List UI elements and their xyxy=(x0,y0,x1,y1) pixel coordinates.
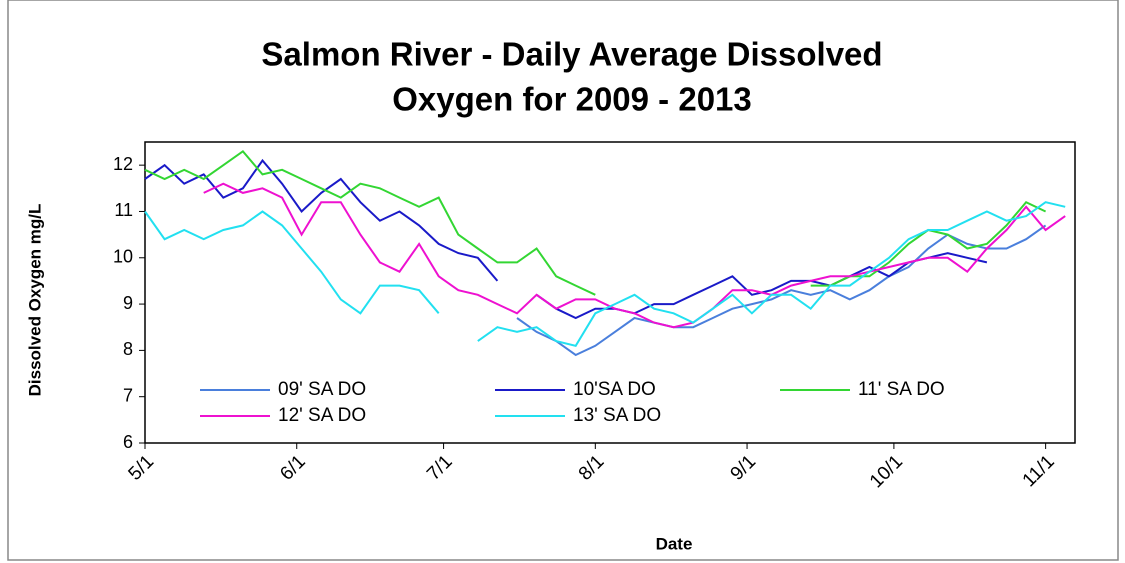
y-tick-label: 12 xyxy=(113,154,133,174)
legend-label: 13' SA DO xyxy=(573,405,661,426)
legend-label: 12' SA DO xyxy=(278,405,366,426)
y-axis-label: Dissolved Oxygen mg/L xyxy=(25,204,44,397)
y-tick-label: 8 xyxy=(123,339,133,359)
y-tick-label: 6 xyxy=(123,432,133,452)
y-tick-label: 9 xyxy=(123,293,133,313)
plot-area xyxy=(144,141,1076,444)
y-tick-label: 10 xyxy=(113,247,133,267)
series-line xyxy=(203,182,1066,329)
y-tick-label: 11 xyxy=(114,200,133,220)
chart-title: Oxygen for 2009 - 2013 xyxy=(392,81,752,118)
series-line xyxy=(144,201,1066,347)
legend-label: 09' SA DO xyxy=(278,379,366,400)
y-tick-label: 7 xyxy=(123,385,133,405)
chart-title: Salmon River - Daily Average Dissolved xyxy=(261,36,882,73)
legend-label: 11' SA DO xyxy=(858,379,945,400)
x-axis-label: Date xyxy=(656,534,693,553)
legend-label: 10'SA DO xyxy=(573,379,656,400)
